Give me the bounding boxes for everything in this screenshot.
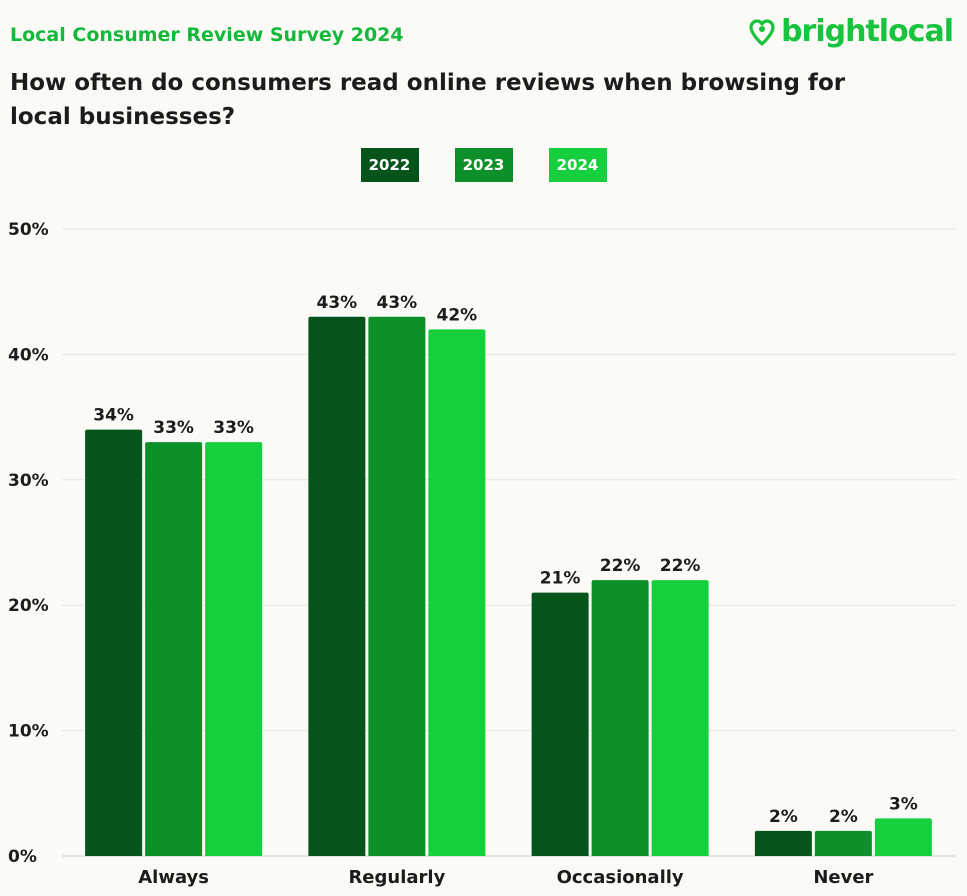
data-label: 34% — [93, 406, 134, 426]
y-tick-label: 50% — [8, 220, 49, 240]
data-label: 3% — [889, 794, 918, 814]
bar-2024-always — [205, 442, 263, 856]
y-tick-label: 0% — [8, 847, 37, 867]
bar-2024-occasionally — [651, 580, 709, 856]
data-label: 42% — [437, 305, 478, 325]
location-heart-icon — [749, 18, 775, 46]
legend-item-2023: 2023 — [454, 148, 513, 182]
brand-logo: brightlocal — [747, 14, 954, 49]
x-category-label: Never — [813, 867, 873, 888]
data-label: 22% — [660, 556, 701, 576]
data-label: 43% — [377, 293, 418, 313]
bar-2022-regularly — [308, 316, 366, 856]
bar-2023-regularly — [368, 316, 426, 856]
y-tick-label: 20% — [8, 596, 49, 616]
x-category-label: Always — [138, 867, 209, 888]
data-label: 33% — [153, 418, 194, 438]
bar-2023-occasionally — [591, 580, 649, 856]
y-tick-label: 40% — [8, 345, 49, 365]
bar-2023-never — [814, 830, 872, 856]
bar-2022-always — [85, 429, 143, 856]
survey-title: Local Consumer Review Survey 2024 — [10, 24, 404, 46]
data-label: 2% — [769, 807, 798, 827]
bar-2022-occasionally — [531, 592, 589, 856]
x-category-label: Occasionally — [557, 867, 684, 888]
y-tick-label: 30% — [8, 471, 49, 491]
legend-item-2024: 2024 — [548, 148, 607, 182]
data-label: 2% — [829, 807, 858, 827]
x-category-label: Regularly — [348, 867, 445, 888]
legend: 2022 2023 2024 — [0, 148, 967, 182]
bar-2024-regularly — [428, 329, 486, 856]
brand-name: brightlocal — [781, 14, 954, 49]
data-label: 33% — [213, 418, 254, 438]
data-label: 43% — [317, 293, 358, 313]
bar-2024-never — [874, 818, 932, 856]
bar-2023-always — [145, 442, 203, 856]
y-tick-label: 10% — [8, 722, 49, 742]
chart-question: How often do consumers read online revie… — [10, 70, 846, 130]
data-label: 22% — [600, 556, 641, 576]
bar-2022-never — [754, 830, 812, 856]
legend-item-2022: 2022 — [360, 148, 419, 182]
data-label: 21% — [540, 569, 581, 589]
